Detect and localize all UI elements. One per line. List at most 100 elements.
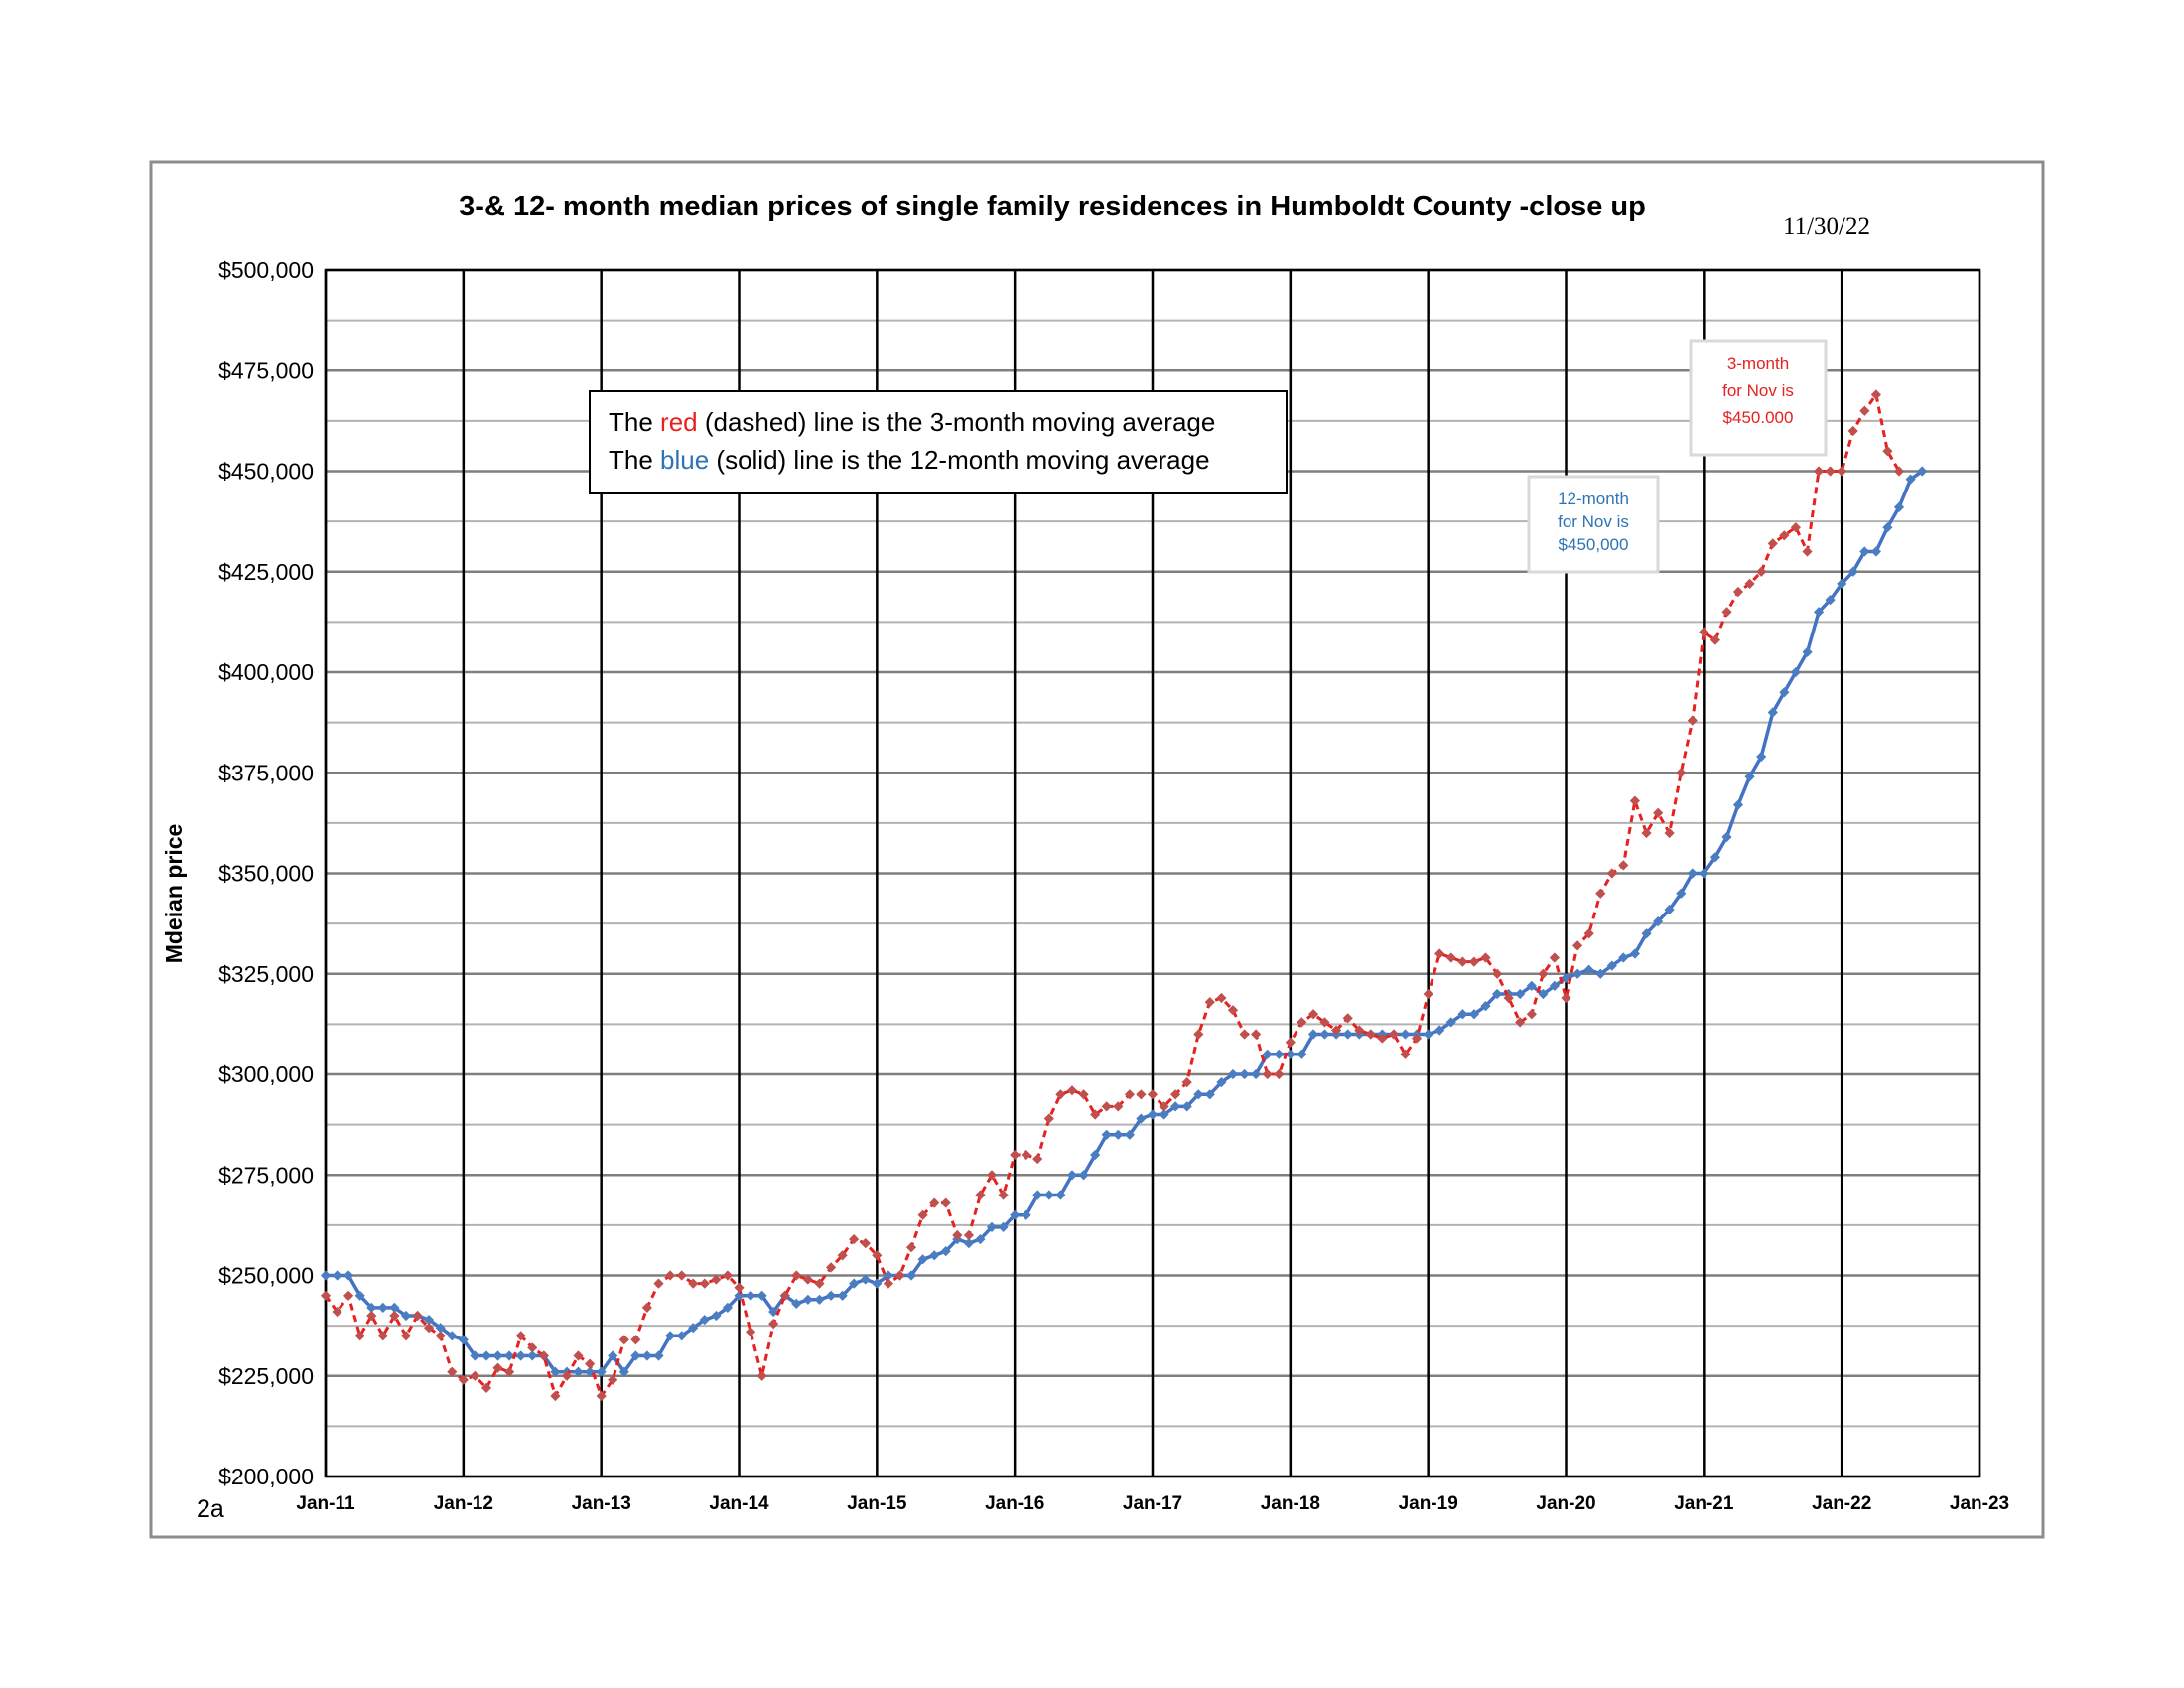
data-point — [929, 1197, 940, 1208]
data-point — [1021, 1149, 1031, 1161]
x-tick-label: Jan-20 — [1536, 1493, 1595, 1514]
plot-area — [324, 268, 1981, 1478]
data-point — [826, 1290, 837, 1301]
data-point — [1732, 586, 1744, 598]
data-point — [711, 1310, 722, 1322]
data-point — [1043, 1190, 1054, 1200]
x-tick-label: Jan-15 — [847, 1493, 907, 1514]
y-tick-label: $275,000 — [218, 1162, 314, 1188]
data-point — [1744, 772, 1755, 782]
x-tick-label: Jan-12 — [434, 1493, 493, 1514]
data-point — [1641, 928, 1652, 939]
data-point — [1802, 646, 1813, 657]
data-point — [1676, 888, 1687, 899]
data-point — [1676, 768, 1687, 778]
data-point — [641, 1350, 652, 1361]
data-point — [883, 1270, 893, 1281]
data-point — [1870, 546, 1881, 557]
data-point — [1561, 992, 1571, 1004]
y-tick-label: $375,000 — [218, 760, 314, 785]
data-point — [688, 1278, 699, 1289]
series-layer — [320, 389, 1928, 1402]
data-point — [814, 1294, 825, 1305]
date-stamp: 11/30/22 — [1783, 213, 1870, 240]
data-point — [1802, 546, 1813, 557]
legend-box: The red (dashed) line is the 3-month mov… — [589, 390, 1288, 494]
data-point — [699, 1314, 710, 1326]
x-tick-label: Jan-17 — [1123, 1493, 1182, 1514]
data-point — [837, 1290, 848, 1301]
data-point — [1538, 988, 1549, 1000]
data-point — [1307, 1029, 1319, 1040]
data-point — [1342, 1029, 1353, 1040]
data-point — [756, 1370, 767, 1381]
data-point — [1227, 1068, 1239, 1080]
data-point — [676, 1270, 687, 1281]
callout-12-month-line2: for Nov is — [1558, 512, 1629, 531]
data-point — [1159, 1101, 1169, 1112]
data-point — [837, 1250, 848, 1261]
y-tick-label: $500,000 — [218, 257, 314, 283]
data-point — [1147, 1109, 1159, 1120]
data-point — [1653, 916, 1664, 927]
data-point — [1216, 992, 1227, 1004]
data-point — [963, 1238, 974, 1249]
data-point — [722, 1270, 733, 1281]
data-point — [1480, 1001, 1491, 1012]
y-tick-label: $400,000 — [218, 659, 314, 685]
data-point — [1274, 1049, 1285, 1059]
data-point — [1515, 988, 1526, 1000]
data-point — [1239, 1068, 1250, 1080]
x-tick-label: Jan-23 — [1950, 1493, 2009, 1514]
data-point — [1090, 1149, 1101, 1161]
data-point — [1732, 799, 1744, 810]
data-point — [1159, 1109, 1169, 1120]
x-tick-label: Jan-16 — [985, 1493, 1044, 1514]
data-point — [1262, 1068, 1273, 1080]
series-3-month — [320, 389, 1905, 1402]
data-point — [1629, 795, 1640, 806]
y-tick-label: $325,000 — [218, 961, 314, 987]
callout-12-month-line1: 12-month — [1558, 490, 1629, 508]
callout-3-month: 3-month for Nov is $450.000 — [1689, 339, 1828, 457]
data-point — [1825, 595, 1836, 606]
data-point — [1204, 1089, 1215, 1100]
data-point — [1457, 1009, 1468, 1020]
callout-3-month-line2: for Nov is — [1722, 381, 1794, 400]
data-point — [641, 1302, 652, 1313]
data-point — [630, 1350, 641, 1361]
data-point — [963, 1229, 974, 1241]
data-point — [917, 1254, 928, 1265]
data-point — [917, 1209, 928, 1220]
y-tick-label: $350,000 — [218, 861, 314, 887]
y-tick-label: $200,000 — [218, 1464, 314, 1489]
data-point — [1664, 827, 1675, 839]
data-point — [1468, 956, 1479, 967]
callout-12-month-line3: $450,000 — [1559, 535, 1629, 554]
x-tick-label: Jan-22 — [1812, 1493, 1871, 1514]
data-point — [1629, 948, 1640, 959]
callout-3-month-line1: 3-month — [1727, 354, 1789, 373]
data-point — [1239, 1029, 1250, 1040]
data-point — [1181, 1077, 1192, 1088]
data-point — [986, 1170, 998, 1181]
data-point — [1859, 405, 1870, 416]
x-tick-label: Jan-21 — [1674, 1493, 1734, 1514]
y-tick-label: $225,000 — [218, 1363, 314, 1389]
data-point — [1709, 634, 1720, 645]
data-point — [872, 1250, 883, 1261]
x-axis-ticks: Jan-11 Jan-12 Jan-13 Jan-14 Jan-15 Jan-16 Jan-… — [296, 1493, 2009, 1514]
data-point — [1216, 1077, 1227, 1088]
data-point — [860, 1274, 871, 1285]
data-point — [849, 1278, 860, 1289]
x-tick-label: Jan-19 — [1399, 1493, 1458, 1514]
y-tick-label: $475,000 — [218, 357, 314, 383]
data-point — [1492, 988, 1503, 1000]
data-point — [1595, 968, 1606, 979]
x-tick-label: Jan-11 — [296, 1493, 355, 1514]
data-point — [618, 1335, 629, 1345]
data-point — [1480, 952, 1491, 963]
data-point — [1066, 1085, 1078, 1096]
callout-3-month-line3: $450.000 — [1723, 408, 1794, 427]
x-tick-label: Jan-14 — [709, 1493, 769, 1514]
